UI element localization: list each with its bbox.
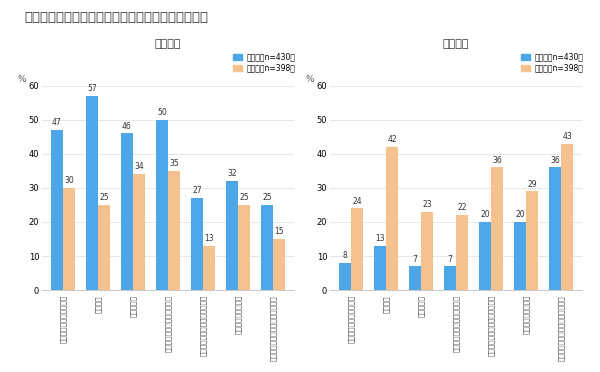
Bar (421, 212, 433, 290)
Text: 13: 13 (205, 234, 214, 243)
Bar (238, 205, 250, 290)
Y-axis label: %: % (305, 74, 314, 83)
Bar (191, 198, 203, 290)
Bar (133, 174, 145, 290)
Bar (86, 96, 98, 290)
Bar (168, 171, 180, 290)
Text: 32: 32 (227, 169, 236, 178)
Bar (514, 222, 526, 290)
Text: 47: 47 (52, 118, 62, 127)
Text: 22: 22 (457, 203, 467, 212)
Text: 13: 13 (375, 234, 385, 243)
Text: 27: 27 (192, 186, 202, 195)
Bar (526, 191, 538, 290)
Text: 15: 15 (274, 227, 284, 236)
Text: 35: 35 (169, 159, 179, 168)
Bar (98, 205, 110, 290)
Text: 23: 23 (422, 200, 432, 209)
Bar (374, 246, 386, 290)
Bar (386, 147, 398, 290)
Bar (121, 133, 133, 290)
Text: 42: 42 (388, 135, 397, 144)
Text: 20: 20 (515, 210, 524, 219)
Text: 8: 8 (343, 251, 347, 260)
Text: 30: 30 (64, 176, 74, 185)
Text: 43: 43 (562, 132, 572, 141)
Bar (456, 215, 468, 290)
Text: 7: 7 (412, 254, 418, 263)
Text: 25: 25 (262, 193, 272, 202)
Text: 50: 50 (157, 108, 167, 117)
Bar (561, 144, 573, 290)
Text: 36: 36 (492, 155, 502, 165)
Bar (549, 167, 561, 290)
Text: 34: 34 (134, 163, 144, 171)
Text: 36: 36 (550, 155, 560, 165)
Text: 25: 25 (239, 193, 249, 202)
Bar (444, 266, 456, 290)
Title: 妻が中心: 妻が中心 (443, 39, 469, 49)
Bar (273, 239, 285, 290)
Bar (226, 181, 238, 290)
Bar (261, 205, 273, 290)
Text: 夫婦のどちらが中心になって行動したか（男女別）: 夫婦のどちらが中心になって行動したか（男女別） (24, 11, 208, 24)
Bar (351, 208, 363, 290)
Bar (479, 222, 491, 290)
Text: 20: 20 (480, 210, 490, 219)
Text: 46: 46 (122, 122, 132, 131)
Text: 57: 57 (87, 84, 97, 93)
Legend: 男性　（n=430）, 女性　（n=398）: 男性 （n=430）, 女性 （n=398） (521, 52, 583, 73)
Bar (339, 263, 351, 290)
Legend: 男性　（n=430）, 女性　（n=398）: 男性 （n=430）, 女性 （n=398） (233, 52, 295, 73)
Text: 29: 29 (527, 180, 537, 189)
Bar (63, 188, 75, 290)
Bar (203, 246, 215, 290)
Text: 7: 7 (448, 254, 452, 263)
Bar (409, 266, 421, 290)
Text: 25: 25 (100, 193, 109, 202)
Title: 夫が中心: 夫が中心 (155, 39, 181, 49)
Bar (156, 120, 168, 290)
Text: 24: 24 (352, 196, 362, 206)
Bar (51, 130, 63, 290)
Bar (491, 167, 503, 290)
Y-axis label: %: % (17, 74, 26, 83)
